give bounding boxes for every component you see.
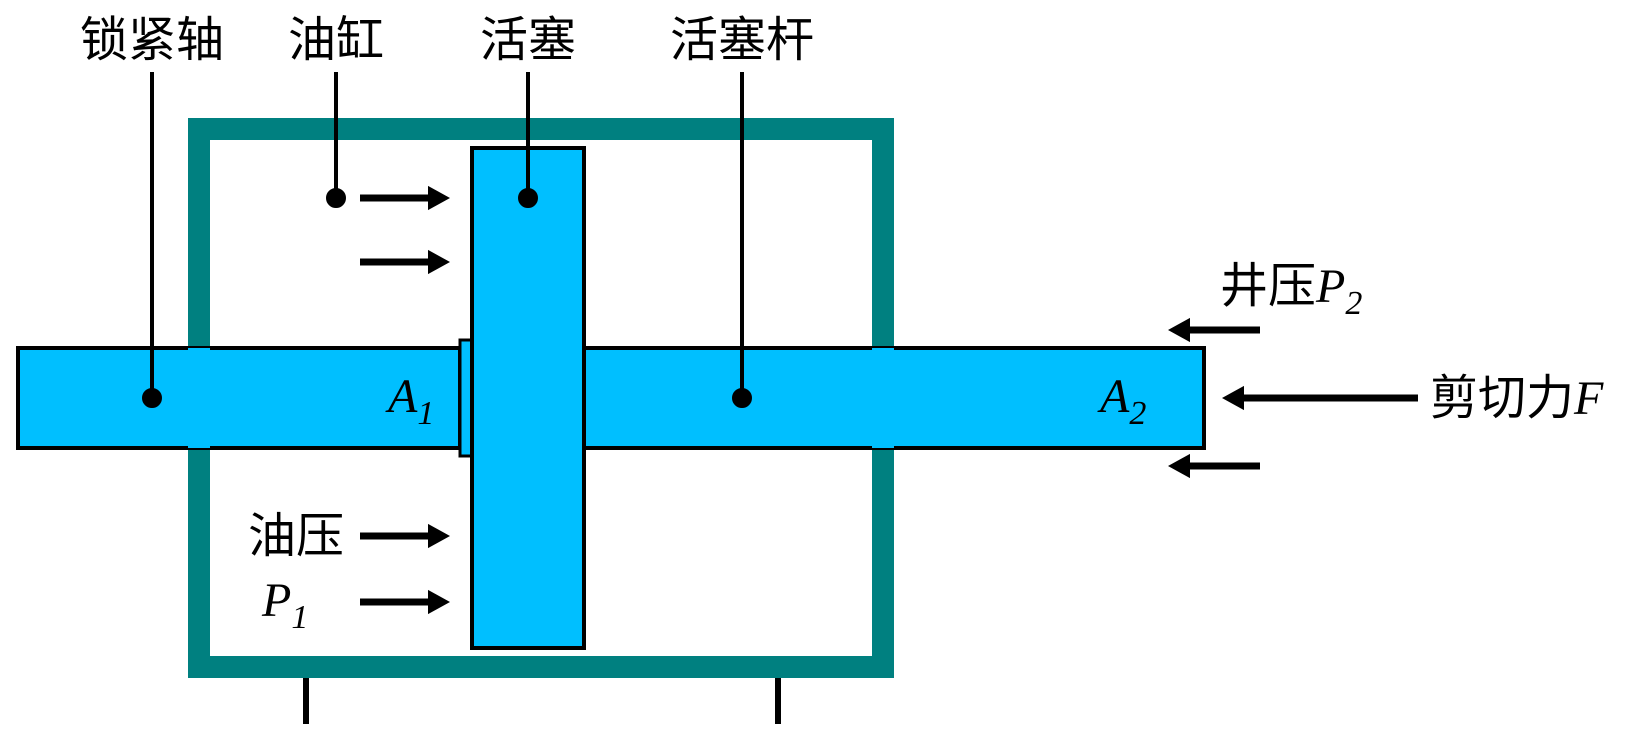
label-cylinder: 油缸 — [288, 14, 384, 67]
label-shear-force: 剪切力F — [1430, 372, 1604, 425]
label-lock-shaft: 锁紧轴 — [80, 14, 224, 67]
rod-cutout-right — [872, 348, 894, 448]
arrowhead-shear — [1222, 386, 1244, 410]
label-oil-pressure: 油压 — [248, 510, 344, 563]
arrowhead-well_top — [1168, 318, 1190, 342]
arrowhead-well_bot — [1168, 454, 1190, 478]
leader-dot-piston — [520, 190, 536, 206]
leader-dot-cylinder — [328, 190, 344, 206]
rod-cutout-left — [188, 348, 210, 448]
piston — [472, 148, 584, 648]
label-piston: 活塞 — [480, 14, 576, 67]
label-piston-rod: 活塞杆 — [670, 14, 814, 67]
leader-dot-piston_rod — [734, 390, 750, 406]
leader-dot-lock_shaft — [144, 390, 160, 406]
label-well-pressure: 井压P2 — [1220, 260, 1362, 322]
